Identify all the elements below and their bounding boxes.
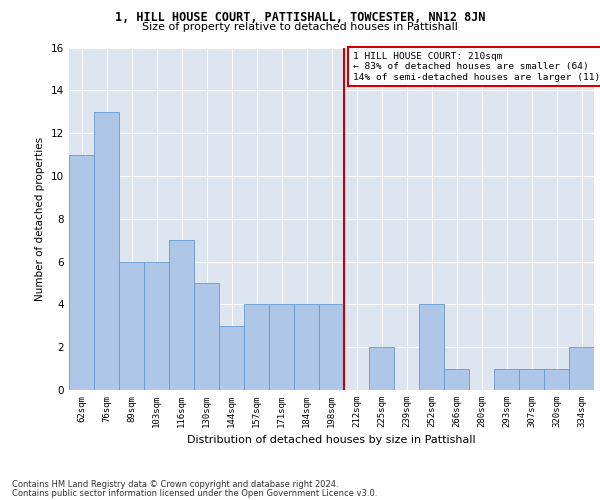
Text: 1 HILL HOUSE COURT: 210sqm
← 83% of detached houses are smaller (64)
14% of semi: 1 HILL HOUSE COURT: 210sqm ← 83% of deta… bbox=[353, 52, 600, 82]
Bar bbox=[519, 368, 544, 390]
Bar bbox=[319, 304, 344, 390]
Bar bbox=[444, 368, 469, 390]
Bar bbox=[94, 112, 119, 390]
Text: Contains HM Land Registry data © Crown copyright and database right 2024.: Contains HM Land Registry data © Crown c… bbox=[12, 480, 338, 489]
Text: Contains public sector information licensed under the Open Government Licence v3: Contains public sector information licen… bbox=[12, 488, 377, 498]
Bar bbox=[294, 304, 319, 390]
Bar bbox=[219, 326, 244, 390]
Bar bbox=[544, 368, 569, 390]
Bar bbox=[169, 240, 194, 390]
X-axis label: Distribution of detached houses by size in Pattishall: Distribution of detached houses by size … bbox=[187, 436, 476, 446]
Bar bbox=[194, 283, 219, 390]
Bar bbox=[369, 347, 394, 390]
Text: Size of property relative to detached houses in Pattishall: Size of property relative to detached ho… bbox=[142, 22, 458, 32]
Bar bbox=[144, 262, 169, 390]
Y-axis label: Number of detached properties: Number of detached properties bbox=[35, 136, 46, 301]
Bar bbox=[269, 304, 294, 390]
Bar bbox=[419, 304, 444, 390]
Bar bbox=[494, 368, 519, 390]
Bar bbox=[569, 347, 594, 390]
Bar bbox=[69, 154, 94, 390]
Text: 1, HILL HOUSE COURT, PATTISHALL, TOWCESTER, NN12 8JN: 1, HILL HOUSE COURT, PATTISHALL, TOWCEST… bbox=[115, 11, 485, 24]
Bar bbox=[244, 304, 269, 390]
Bar bbox=[119, 262, 144, 390]
